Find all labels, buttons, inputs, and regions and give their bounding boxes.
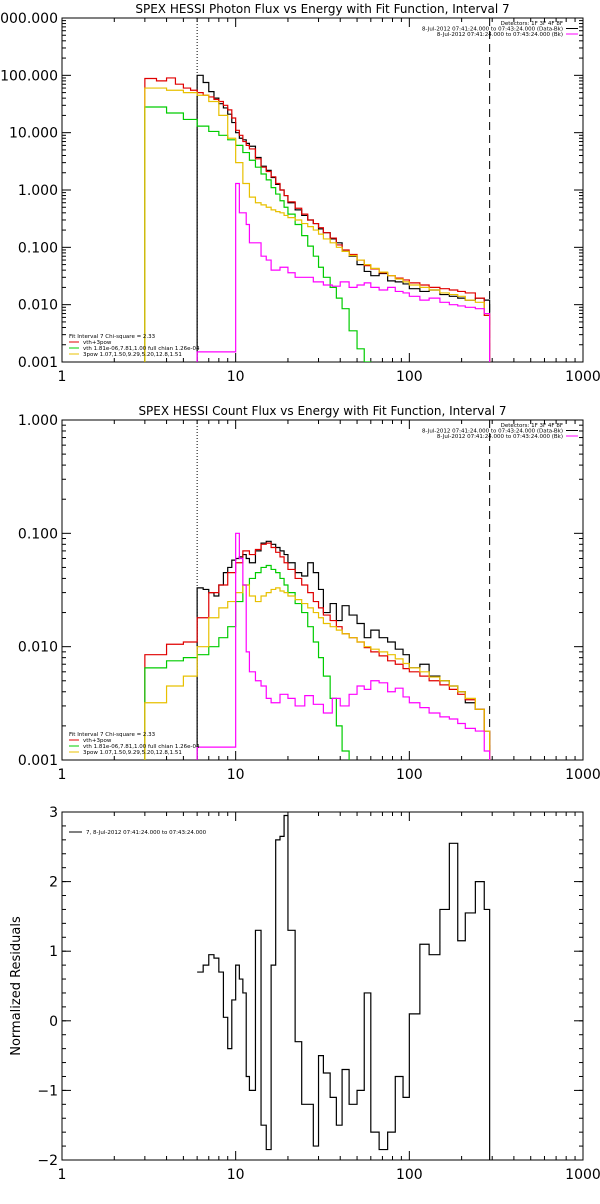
series-4-line: [144, 87, 491, 362]
legend-entry: 8-Jul-2012 07:41:24.000 to 07:43:24.000 …: [422, 429, 563, 435]
x-tick-label: 1000: [565, 369, 600, 385]
legend-bottom-left: Fit Interval 7 Chi-square = 2.33vth+3pow…: [69, 334, 200, 358]
legend-entry: vth 1.81e-06,7.81,1.00 full chian 1.26e-…: [83, 346, 200, 352]
legend-entry: Fit Interval 7 Chi-square = 2.33: [69, 334, 156, 340]
y-tick-label: 1.000: [18, 413, 58, 429]
legend-entry: vth 1.81e-06,7.81,1.00 full chian 1.26e-…: [83, 744, 200, 750]
series-2-line: [144, 77, 491, 362]
y-tick-label: 0: [49, 1014, 58, 1030]
series-group: [144, 532, 491, 760]
y-tick-label: 1000.000: [0, 11, 58, 27]
legend-entry: 8-Jul-2012 07:41:24.000 to 07:43:24.000 …: [437, 32, 563, 38]
plot-frame: [61, 811, 584, 1161]
legend-entry: 8-Jul-2012 07:41:24.000 to 07:43:24.000 …: [437, 434, 563, 440]
legend-entry: 7, 8-Jul-2012 07:41:24.000 to 07:43:24.0…: [86, 830, 207, 836]
legend-entry: 3pow 1.07,1.50,9.29,5.20,12.8,1.51: [83, 750, 182, 756]
series-1-line: [196, 540, 491, 760]
y-tick-label: 1: [49, 944, 58, 960]
legend-entry: vth+3pow: [83, 738, 112, 744]
x-tick-label: 1: [58, 1167, 67, 1183]
x-tick-label: 10: [227, 369, 245, 385]
y-tick-label: −2: [37, 1153, 58, 1169]
y-tick-label: 1.000: [18, 183, 58, 199]
y-tick-label: 0.010: [18, 298, 58, 314]
legend-entry: 3pow 1.07,1.50,9.29,5.20,12.8,1.51: [83, 352, 182, 358]
legend-top-right: Detectors: 1F 3F 4F 8F8-Jul-2012 07:41:2…: [422, 21, 578, 38]
y-tick-label: −1: [37, 1083, 58, 1099]
x-tick-label: 1000: [565, 1167, 600, 1183]
chart-2: SPEX HESSI Count Flux vs Energy with Fit…: [18, 404, 600, 783]
x-tick-label: 100: [396, 1167, 423, 1183]
y-tick-label: 0.100: [18, 526, 58, 542]
plot-frame: [61, 17, 584, 363]
x-tick-label: 10: [227, 1167, 245, 1183]
series-1-line: [196, 74, 491, 362]
x-tick-label: 1: [58, 369, 67, 385]
y-tick-label: 0.100: [18, 240, 58, 256]
x-tick-label: 100: [396, 767, 423, 783]
y-tick-label: 100.000: [0, 68, 58, 84]
plot-frame: [61, 419, 584, 761]
x-tick-label: 100: [396, 369, 423, 385]
series-3-line: [144, 564, 350, 760]
y-tick-label: 0.001: [18, 753, 58, 769]
legend-entry: Detectors: 1F 3F 4F 8F: [501, 423, 563, 429]
y-tick-label: 0.001: [18, 355, 58, 371]
chart-1: SPEX HESSI Photon Flux vs Energy with Fi…: [0, 2, 600, 385]
chart-title: SPEX HESSI Count Flux vs Energy with Fit…: [138, 404, 506, 418]
legend-entry: Fit Interval 7 Chi-square = 2.33: [69, 732, 156, 738]
x-tick-label: 1000: [565, 767, 600, 783]
y-tick-label: 10.000: [9, 126, 58, 142]
series-5-line: [196, 182, 491, 362]
legend-entry: Detectors: 1F 3F 4F 8F: [501, 21, 563, 27]
x-tick-label: 1: [58, 767, 67, 783]
chart-title: SPEX HESSI Photon Flux vs Energy with Fi…: [135, 2, 509, 16]
series-1-line: [197, 814, 491, 1160]
series-3-line: [144, 106, 372, 362]
legend-bottom-left: Fit Interval 7 Chi-square = 2.33vth+3pow…: [69, 732, 200, 756]
chart-3: 1 10 100 1000 −2 −1 0 1 2 3 Normalized Residuals 7,…: [9, 805, 600, 1183]
series-group: [144, 74, 491, 362]
y-tick-label: 0.010: [18, 640, 58, 656]
legend-top-left: 7, 8-Jul-2012 07:41:24.000 to 07:43:24.0…: [69, 830, 207, 836]
y-tick-label: 2: [49, 875, 58, 891]
legend-top-right: Detectors: 1F 3F 4F 8F8-Jul-2012 07:41:2…: [422, 423, 578, 440]
y-tick-label: 3: [49, 805, 58, 821]
series-group: [197, 814, 491, 1160]
x-tick-label: 10: [227, 767, 245, 783]
legend-entry: vth+3pow: [83, 340, 112, 346]
series-5-line: [196, 532, 491, 760]
legend-entry: 8-Jul-2012 07:41:24.000 to 07:43:24.000 …: [422, 27, 563, 33]
y-axis-label: Normalized Residuals: [9, 916, 24, 1056]
